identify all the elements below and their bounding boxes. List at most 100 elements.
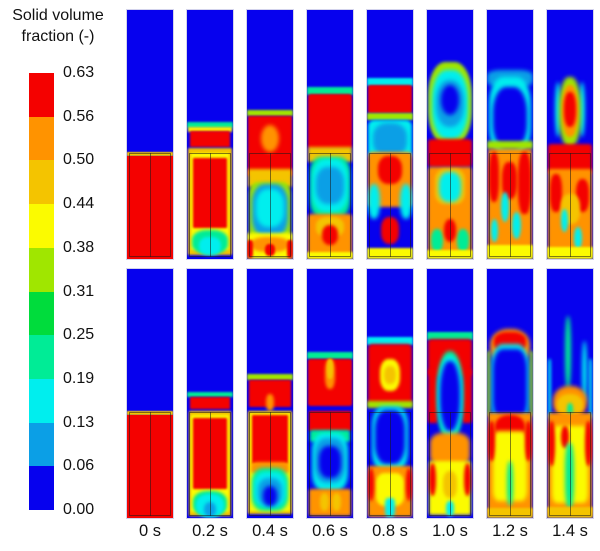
contour-region-cyan [512, 211, 522, 240]
contour-region-red [584, 420, 592, 466]
contour-region-red [560, 425, 570, 449]
contour-region-blue [439, 361, 461, 431]
contour-region-spring [427, 332, 473, 340]
colorbar [29, 73, 54, 511]
contour-region-red [518, 151, 531, 215]
colorbar-tick-label: 0.44 [63, 195, 95, 213]
colorbar-tick-label: 0.06 [63, 457, 95, 475]
colorbar-segment-spring [29, 335, 54, 379]
colorbar-title: Solid volume fraction (-) [2, 6, 114, 48]
contour-region-spring [565, 443, 574, 509]
contour-region-gold [331, 493, 342, 511]
colorbar-tick-label: 0.13 [63, 413, 95, 431]
bed-centerline [510, 152, 511, 257]
time-label: 0 s [138, 522, 161, 540]
bed-panel-row-2-1.2s [486, 268, 534, 519]
contour-region-red [462, 368, 472, 424]
contour-region-cyan [573, 226, 582, 250]
bed-centerline [450, 152, 451, 257]
colorbar-segment-orange [29, 116, 54, 161]
contour-region-spring [187, 121, 233, 128]
contour-region-red [189, 130, 231, 147]
contour-region-chart [487, 140, 533, 150]
contour-region-spring [187, 391, 233, 398]
contour-region-red [251, 414, 289, 465]
colorbar-tick-label: 0.25 [63, 326, 95, 344]
contour-region-gold [327, 358, 333, 379]
bed-panel-row-2-0.8s [366, 268, 414, 519]
contour-region-azure [372, 123, 408, 156]
colorbar-segment-green [29, 291, 54, 336]
panel-row-1 [126, 9, 594, 260]
contour-region-red [550, 174, 563, 212]
contour-region-spring [567, 403, 573, 419]
time-label: 1.2 s [492, 522, 528, 540]
bed-panel-row-1-0.6s [306, 9, 354, 260]
contour-region-chart [530, 351, 533, 416]
contour-region-cyan [589, 358, 593, 419]
contour-region-red [321, 225, 339, 246]
colorbar-segment-yellow [29, 204, 54, 248]
contour-region-blue [440, 84, 460, 115]
contour-region-cyan [367, 337, 413, 345]
contour-region-spring [506, 460, 514, 506]
contour-region-chart [247, 374, 293, 381]
bed-centerline [330, 411, 331, 516]
time-label: 1.0 s [432, 522, 468, 540]
contour-region-red [564, 92, 576, 128]
contour-region-red [443, 219, 457, 242]
colorbar-segment-cyan [29, 378, 54, 423]
contour-region-cyan [560, 209, 569, 232]
contour-region-cyan [581, 341, 587, 404]
contour-region-chart [487, 351, 490, 416]
bed-panel-row-2-0.4s [246, 268, 294, 519]
contour-region-chart [247, 109, 293, 117]
contour-region-red [525, 420, 532, 461]
contour-region-red [308, 94, 352, 149]
contour-region-azure [203, 501, 217, 517]
bed-panel-row-1-0s [126, 9, 174, 260]
contour-region-cyan [367, 78, 413, 86]
bed-centerline [270, 411, 271, 516]
contour-region-spring [565, 316, 572, 389]
bed-centerline [150, 152, 151, 257]
contour-region-gold [442, 470, 458, 499]
bed-panel-row-1-0.8s [366, 9, 414, 260]
bed-centerline [150, 411, 151, 516]
bed-panel-row-1-1.0s [426, 9, 474, 260]
bed-centerline [390, 152, 391, 257]
contour-region-red [548, 420, 556, 466]
colorbar-title-line2: fraction (-) [21, 27, 95, 45]
time-label: 0.6 s [312, 522, 348, 540]
contour-region-red [378, 155, 402, 185]
contour-region-red [548, 144, 592, 175]
contour-region-azure [316, 166, 344, 205]
contour-region-yellow [187, 126, 233, 132]
colorbar-tick-label: 0.31 [63, 282, 95, 300]
bed-centerline [330, 152, 331, 257]
contour-region-spring [457, 229, 470, 252]
contour-region-cyan [199, 236, 221, 256]
contour-region-chart [367, 113, 413, 120]
contour-region-cyan [439, 171, 461, 202]
contour-region-chart [367, 400, 413, 409]
bed-centerline [210, 411, 211, 516]
colorbar-segment-gold [29, 160, 54, 205]
colorbar-tick-label: 0.19 [63, 369, 95, 387]
colorbar-tick-label: 0.56 [63, 107, 95, 125]
contour-region-cyan [491, 219, 499, 242]
contour-region-cyan [547, 358, 551, 419]
contour-region-red [367, 468, 375, 501]
contour-region-cyan [554, 82, 562, 137]
contour-region-spring [430, 229, 443, 252]
contour-region-cyan [399, 184, 412, 220]
contour-region-blue [492, 348, 527, 421]
bed-panel-row-1-0.2s [186, 9, 234, 260]
contour-region-blue [262, 485, 278, 506]
contour-region-cyan [385, 498, 395, 517]
contour-region-red [489, 151, 500, 202]
colorbar-tick-label: 0.50 [63, 151, 95, 169]
bed-centerline [270, 152, 271, 257]
colorbar-ticks: 0.63 0.56 0.50 0.44 0.38 0.31 0.25 0.19 0.13 0.06… [63, 64, 113, 518]
